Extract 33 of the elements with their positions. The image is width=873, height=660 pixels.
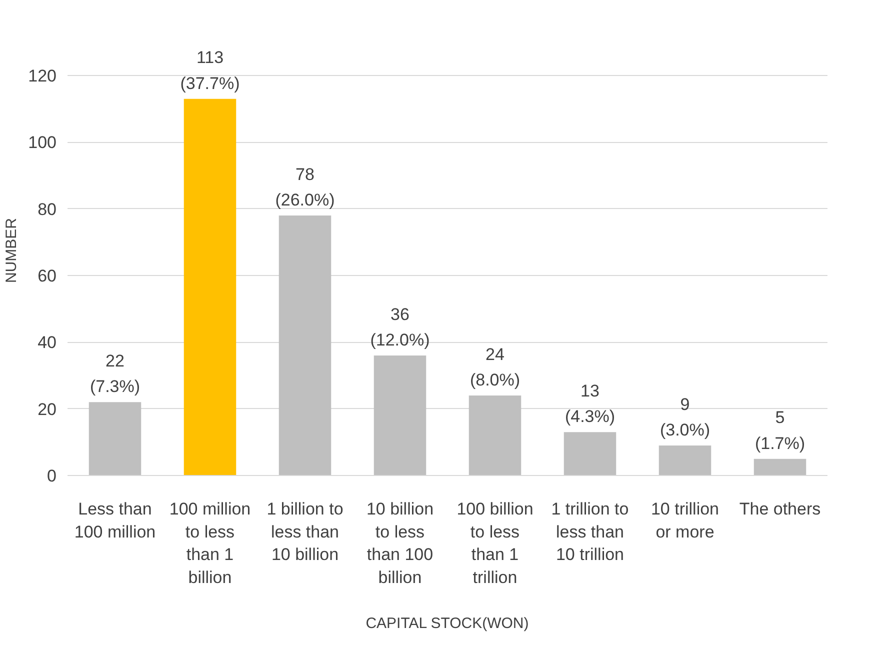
y-tick-label: 80	[38, 200, 57, 219]
y-tick-label: 20	[38, 400, 57, 419]
bar	[88, 402, 142, 476]
data-label: 36 (12.0%)	[370, 304, 430, 350]
bar	[278, 216, 332, 476]
data-label: 9 (3.0%)	[660, 394, 710, 440]
data-label: 22 (7.3%)	[90, 352, 140, 396]
bar	[468, 396, 522, 476]
x-tick-label: 10 billion to less than 100 billion	[366, 500, 434, 587]
data-label: 113 (37.7%)	[180, 48, 240, 93]
y-tick-label: 100	[28, 133, 57, 152]
x-tick-label: The others	[739, 500, 821, 518]
y-axis-title: NUMBER	[3, 218, 20, 283]
y-tick-label: 0	[47, 466, 57, 486]
x-tick-label: 100 billion to less than 1 trillion	[456, 500, 534, 587]
data-label: 24 (8.0%)	[470, 344, 520, 390]
bar	[564, 432, 616, 476]
x-tick-label: Less than 100 million	[74, 500, 156, 542]
x-tick-label: 10 trillion or more	[650, 500, 720, 542]
x-tick-label: 1 billion to less than 10 billion	[266, 500, 344, 564]
x-axis-title: CAPITAL STOCK(WON)	[366, 614, 529, 632]
bar	[374, 356, 426, 476]
data-label: 13 (4.3%)	[564, 382, 616, 426]
bar	[184, 98, 236, 476]
data-label: 78 (26.0%)	[275, 164, 335, 210]
bar	[754, 458, 806, 476]
y-tick-label: 40	[38, 333, 57, 352]
x-tick-label: 1 trillion to less than 10 trillion	[551, 500, 629, 564]
x-tick-label: 100 million to less than 1 billion	[169, 500, 251, 587]
y-tick-label: 60	[38, 266, 57, 286]
bar	[658, 446, 712, 476]
data-label: 5 (1.7%)	[754, 408, 806, 453]
y-tick-label: 120	[28, 66, 57, 86]
